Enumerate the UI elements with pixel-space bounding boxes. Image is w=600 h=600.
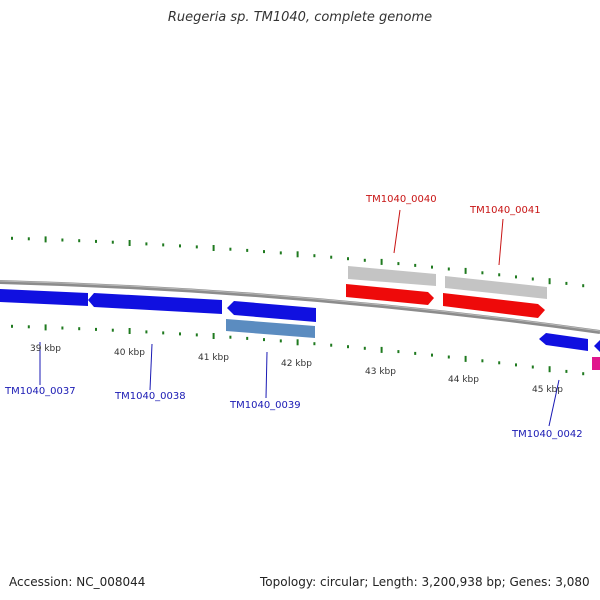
- genome-backbone: [0, 280, 600, 334]
- scale-label-41kbp: 41 kbp: [198, 353, 229, 363]
- gene-tm1040-0039[interactable]: [226, 301, 316, 338]
- genome-backbone-highlight: [0, 280, 600, 332]
- gene-label-tm1040-0042[interactable]: TM1040_0042: [511, 429, 583, 440]
- gene-0043-arrow-partial[interactable]: [594, 340, 600, 352]
- gene-tm1040-0037[interactable]: [0, 289, 88, 306]
- tick-track-outer: [11, 236, 585, 288]
- gene-0041-arrow[interactable]: [443, 293, 545, 318]
- gene-label-tm1040-0039[interactable]: TM1040_0039: [229, 400, 301, 411]
- map-title: Ruegeria sp. TM1040, complete genome: [167, 10, 433, 25]
- gene-tm1040-0038[interactable]: [88, 293, 222, 314]
- gene-label-tm1040-0040[interactable]: TM1040_0040: [365, 194, 437, 205]
- gene-label-tm1040-0038[interactable]: TM1040_0038: [114, 391, 186, 402]
- gene-0037-arrow[interactable]: [0, 289, 88, 306]
- tick-track-inner: [11, 324, 585, 376]
- gene-0039-selected[interactable]: [226, 319, 315, 338]
- scale-labels: 39 kbp 40 kbp 41 kbp 42 kbp 43 kbp 44 kb…: [30, 344, 563, 395]
- gene-0040-arrow[interactable]: [346, 284, 434, 305]
- gene-label-tm1040-0037[interactable]: TM1040_0037: [4, 386, 76, 397]
- gene-labels: TM1040_0037 TM1040_0038 TM1040_0039 TM10…: [4, 194, 583, 440]
- scale-label-39kbp: 39 kbp: [30, 344, 61, 354]
- scale-label-43kbp: 43 kbp: [365, 367, 396, 377]
- gene-label-tm1040-0041[interactable]: TM1040_0041: [469, 205, 541, 216]
- scale-label-45kbp: 45 kbp: [532, 385, 563, 395]
- scale-label-42kbp: 42 kbp: [281, 359, 312, 369]
- gene-tm1040-0042[interactable]: [539, 333, 600, 370]
- scale-label-44kbp: 44 kbp: [448, 375, 479, 385]
- gene-0040-shadow: [348, 266, 436, 286]
- gene-0042-arrow[interactable]: [539, 333, 588, 351]
- gene-pink-partial[interactable]: [592, 357, 600, 370]
- leader-lines: [39, 209, 560, 427]
- gene-0038-arrow[interactable]: [88, 293, 222, 314]
- gene-tm1040-0040[interactable]: [346, 266, 436, 305]
- gene-0039-arrow[interactable]: [227, 301, 316, 322]
- gene-0041-shadow: [445, 276, 547, 299]
- gene-tm1040-0041[interactable]: [443, 276, 547, 318]
- accession-text: Accession: NC_008044: [9, 575, 146, 589]
- scale-label-40kbp: 40 kbp: [114, 348, 145, 358]
- genome-summary-text: Topology: circular; Length: 3,200,938 bp…: [260, 575, 590, 589]
